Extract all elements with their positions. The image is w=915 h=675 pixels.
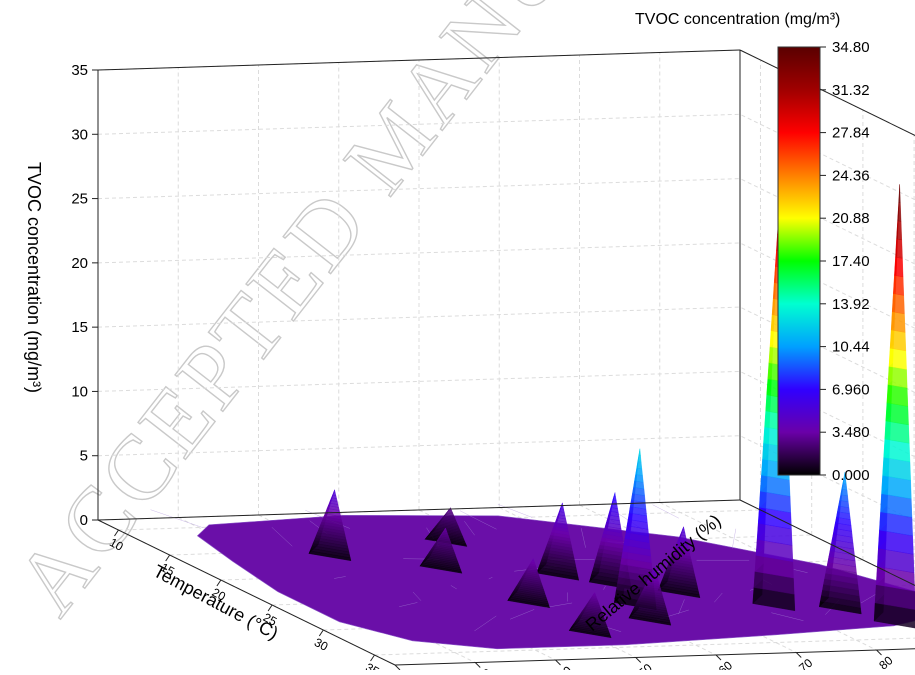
y-tick-mark — [716, 655, 721, 660]
y-tick-label: 50 — [636, 661, 655, 670]
colorbar-tick-label: 13.92 — [832, 296, 870, 313]
y-tick-mark — [395, 665, 400, 670]
y-tick-mark — [796, 653, 801, 658]
y-tick-label: 30 — [475, 666, 494, 670]
x-tick-label: 35 — [363, 660, 382, 670]
surface-facet — [653, 505, 679, 519]
surface-peak — [874, 184, 915, 628]
x-tick-label: 30 — [312, 635, 331, 654]
colorbar-tick-label: 31.32 — [832, 82, 870, 99]
peak-face — [682, 529, 686, 532]
z-tick-label: 15 — [71, 319, 88, 336]
peak-face — [614, 493, 616, 497]
y-tick-label: 80 — [876, 653, 895, 670]
peak-face — [896, 239, 903, 258]
z-tick-label: 0 — [80, 512, 88, 529]
z-tick-label: 5 — [80, 448, 88, 465]
peak-face — [333, 492, 337, 495]
surface-facet — [732, 529, 736, 549]
peak-face — [894, 257, 903, 277]
y-axis-ticks: 2030405060708090100 — [395, 645, 915, 670]
peak-face — [842, 484, 847, 491]
y-tick-mark — [877, 650, 882, 655]
box-edge — [740, 50, 915, 195]
peak-face — [334, 490, 336, 493]
peak-face — [899, 184, 901, 203]
colorbar-tick-label: 27.84 — [832, 125, 870, 142]
z-tick-label: 30 — [71, 126, 88, 143]
peak-face — [892, 294, 904, 314]
peak-face — [683, 527, 685, 530]
peak-face — [897, 221, 902, 240]
peak-face — [638, 455, 642, 462]
peak-face — [613, 496, 617, 500]
colorbar — [778, 47, 820, 475]
peak-face — [636, 468, 643, 476]
peak-face — [637, 462, 642, 469]
z-tick-label: 25 — [71, 191, 88, 208]
colorbar-tick-label: 10.44 — [832, 339, 870, 356]
z-axis-title: TVOC concentration (mg/m³) — [24, 162, 44, 393]
colorbar-tick-label: 24.36 — [832, 167, 870, 184]
peak-face — [560, 506, 564, 510]
peak-face — [889, 348, 907, 369]
peak-face — [888, 366, 907, 388]
peak-face — [841, 489, 848, 496]
y-tick-label: 70 — [796, 656, 815, 670]
peak-face — [890, 330, 906, 351]
y-tick-mark — [636, 658, 641, 663]
colorbar-tick-label: 20.88 — [832, 210, 870, 227]
colorbar-title: TVOC concentration (mg/m³) — [635, 11, 840, 28]
z-tick-label: 35 — [71, 62, 88, 79]
z-tick-label: 10 — [71, 383, 88, 400]
box-edge — [395, 645, 915, 665]
peak-face — [887, 385, 908, 407]
y-tick-mark — [556, 660, 561, 665]
peak-face — [886, 403, 909, 425]
peak-face — [639, 449, 641, 456]
surface-peak — [819, 472, 861, 614]
colorbar-tick-label: 6.960 — [832, 381, 870, 398]
y-tick-mark — [475, 663, 480, 668]
colorbar-ticks: 34.80 31.32 27.84 24.36 20.88 17.40 13.92 10.44… — [820, 39, 870, 484]
colorbar-tick-label: 17.40 — [832, 253, 870, 270]
peak-face — [891, 312, 905, 333]
y-tick-label: 60 — [716, 658, 735, 670]
y-tick-label: 40 — [555, 663, 574, 670]
peak-face — [898, 203, 902, 222]
peak-face — [893, 275, 904, 295]
colorbar-tick-label: 0.000 — [832, 467, 870, 484]
colorbar-tick-label: 3.480 — [832, 424, 870, 441]
z-tick-label: 20 — [71, 255, 88, 272]
colorbar-tick-label: 34.80 — [832, 39, 870, 56]
